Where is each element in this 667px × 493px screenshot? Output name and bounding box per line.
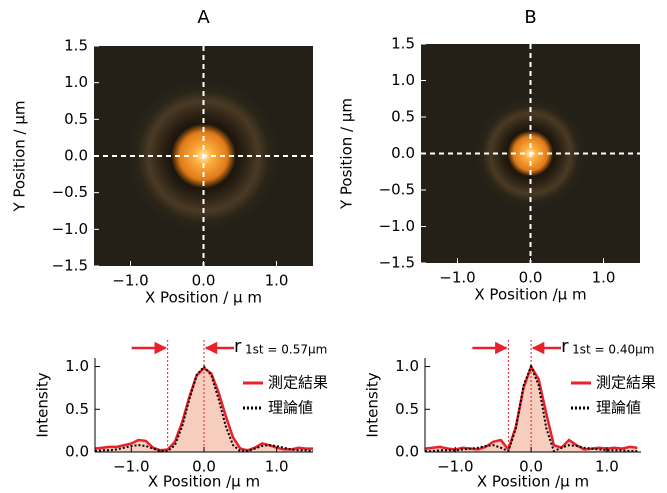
annotation-text: 1st = 0.57μm <box>245 343 327 357</box>
y-tick-label: 1.5 <box>64 37 88 55</box>
legend-label: 測定結果 <box>596 374 656 392</box>
legend-label: 理論値 <box>268 399 313 417</box>
panel-title: B <box>524 7 536 28</box>
annotation-text: 1st = 0.40μm <box>572 343 654 357</box>
y-tick-label: 0.0 <box>64 147 88 165</box>
y-tick-label: 1.5 <box>391 35 415 53</box>
y-axis-label: Y Position / μm <box>338 98 356 210</box>
y-tick-label: 0.5 <box>64 110 88 128</box>
x-tick-label: 0.0 <box>519 269 543 287</box>
annotation-symbol: r <box>561 336 569 357</box>
y-tick-label: 0.5 <box>65 400 89 418</box>
x-tick-label: −1.0 <box>113 458 149 476</box>
x-tick-label: 1.0 <box>265 272 289 290</box>
x-tick-label: 0.0 <box>192 272 216 290</box>
x-tick-label: 0.0 <box>519 458 543 476</box>
y-tick-label: −1.0 <box>379 217 415 235</box>
x-tick-label: −1.0 <box>439 269 475 287</box>
y-axis-label: Intensity <box>364 372 382 437</box>
x-axis-label: X Position /μ m <box>148 473 260 491</box>
y-tick-label: 1.0 <box>64 73 88 91</box>
y-tick-label: 1.0 <box>65 357 89 375</box>
x-tick-label: −1.0 <box>112 272 148 290</box>
y-tick-label: 0.5 <box>391 108 415 126</box>
area <box>95 368 313 452</box>
y-axis-label: Intensity <box>34 372 52 437</box>
line <box>425 363 638 453</box>
y-axis-label: Y Position / μm <box>11 100 29 212</box>
x-tick-label: −1.0 <box>437 458 473 476</box>
y-tick-label: −0.5 <box>379 181 415 199</box>
y-tick-label: 0.0 <box>391 144 415 162</box>
line <box>94 365 314 453</box>
x-axis-label: X Position /μ m <box>477 473 589 491</box>
y-tick-label: 0.5 <box>395 400 419 418</box>
legend-label: 理論値 <box>596 399 641 417</box>
y-tick-label: 1.0 <box>395 357 419 375</box>
x-tick-label: 1.0 <box>595 458 619 476</box>
x-tick-label: 0.0 <box>192 458 216 476</box>
y-tick-label: 1.0 <box>391 71 415 89</box>
y-tick-label: −0.5 <box>52 183 88 201</box>
y-tick-label: −1.5 <box>379 254 415 272</box>
legend-label: 測定結果 <box>268 374 328 392</box>
annotation-symbol: r <box>234 336 242 357</box>
panel-title: A <box>197 7 210 28</box>
x-tick-label: 1.0 <box>265 458 289 476</box>
y-tick-label: 0.0 <box>395 443 419 461</box>
y-tick-label: −1.5 <box>52 257 88 275</box>
y-tick-label: 0.0 <box>65 443 89 461</box>
x-axis-label: X Position /μ m <box>474 286 586 304</box>
x-axis-label: X Position / μ m <box>145 289 262 307</box>
x-tick-label: 1.0 <box>592 269 616 287</box>
y-tick-label: −1.0 <box>52 220 88 238</box>
